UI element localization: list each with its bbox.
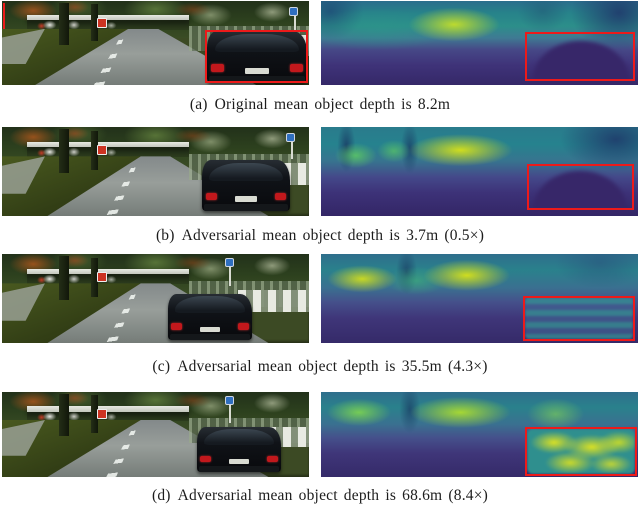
car-rear-window — [215, 33, 299, 53]
depth-map-adversarial — [321, 392, 638, 477]
subcaption-label: (c) — [152, 358, 171, 375]
canopy-roof — [26, 269, 190, 275]
license-plate — [245, 67, 269, 75]
detection-box — [205, 30, 308, 83]
figure-row-b — [0, 127, 640, 216]
canopy-understory — [26, 20, 190, 30]
scene-photo-adversarial — [2, 254, 309, 343]
car — [202, 160, 290, 211]
tree-trunk — [58, 128, 69, 174]
car-rear-window — [203, 429, 275, 446]
taillight — [290, 64, 303, 72]
license-plate — [228, 458, 250, 465]
canopy-roof — [26, 15, 190, 21]
scene-photo-adversarial — [2, 127, 309, 216]
blue-road-sign — [289, 6, 299, 16]
car-bumper — [198, 466, 280, 472]
white-wall — [238, 290, 309, 312]
depth-map-adversarial — [321, 127, 638, 216]
taillight — [211, 64, 224, 72]
taillight — [237, 323, 249, 330]
subcaption-label: (a) — [189, 96, 208, 113]
red-sign — [97, 17, 108, 28]
car-depth-region — [527, 429, 635, 474]
highlight-box — [525, 32, 635, 81]
sign-pole — [229, 397, 232, 423]
subcaption-d: (d) Adversarial mean object depth is 68.6… — [0, 487, 640, 507]
detection-box-partial — [2, 3, 5, 29]
license-plate — [235, 196, 257, 203]
sign-pole — [290, 134, 293, 160]
scene-photo-adversarial — [2, 392, 309, 477]
tree-trunk — [91, 130, 99, 170]
tree-trunk — [91, 4, 99, 42]
car — [168, 294, 252, 340]
subcaption-text: Adversarial mean object depth is 68.6m (… — [177, 487, 489, 504]
canopy-understory — [26, 147, 190, 158]
license-plate — [199, 326, 221, 333]
taillight — [205, 192, 217, 200]
subcaption-text: Adversarial mean object depth is 3.7m (0… — [181, 227, 485, 244]
subcaption-label: (d) — [151, 487, 171, 504]
blue-road-sign — [286, 133, 296, 143]
figure-row-c — [0, 254, 640, 343]
sign-pole — [293, 7, 296, 33]
red-sign — [97, 144, 108, 155]
tree-trunk — [58, 2, 69, 45]
car-depth-region — [525, 298, 633, 339]
tree-trunk — [58, 255, 69, 301]
figure-row-a — [0, 1, 640, 85]
tree-trunk — [91, 257, 99, 297]
taillight — [200, 455, 212, 463]
car-bumper — [169, 334, 251, 340]
highlight-box — [527, 164, 634, 210]
subcaption-b: (b) Adversarial mean object depth is 3.7m… — [0, 227, 640, 247]
subcaption-label: (b) — [155, 227, 175, 244]
highlight-box — [525, 427, 637, 476]
figure-row-d — [0, 392, 640, 477]
blue-road-sign — [224, 258, 234, 268]
car — [197, 427, 281, 472]
depth-map-adversarial — [321, 254, 638, 343]
car-rear-window — [209, 162, 283, 181]
subcaption-text: Adversarial mean object depth is 35.5m (… — [177, 358, 488, 375]
car — [207, 31, 307, 83]
subcaption-a: (a) Original mean object depth is 8.2m — [0, 96, 640, 116]
car-bumper — [209, 76, 305, 83]
subcaption-text: Original mean object depth is 8.2m — [214, 96, 451, 113]
red-sign — [97, 271, 108, 282]
canopy-understory — [26, 411, 190, 421]
tree-trunk — [91, 395, 99, 433]
blue-road-sign — [224, 396, 234, 406]
car-bumper — [203, 204, 289, 211]
canopy-understory — [26, 274, 190, 285]
tree-trunk — [58, 393, 69, 437]
depth-map-original — [321, 1, 638, 85]
subcaption-c: (c) Adversarial mean object depth is 35.5… — [0, 358, 640, 378]
highlight-box — [523, 296, 635, 341]
taillight — [266, 455, 278, 463]
taillight — [171, 323, 183, 330]
car-rear-window — [174, 296, 246, 313]
taillight — [275, 192, 287, 200]
canopy-roof — [26, 406, 190, 412]
canopy-roof — [26, 142, 190, 148]
scene-photo-original — [2, 1, 309, 85]
red-sign — [97, 409, 108, 419]
sign-pole — [229, 259, 232, 287]
